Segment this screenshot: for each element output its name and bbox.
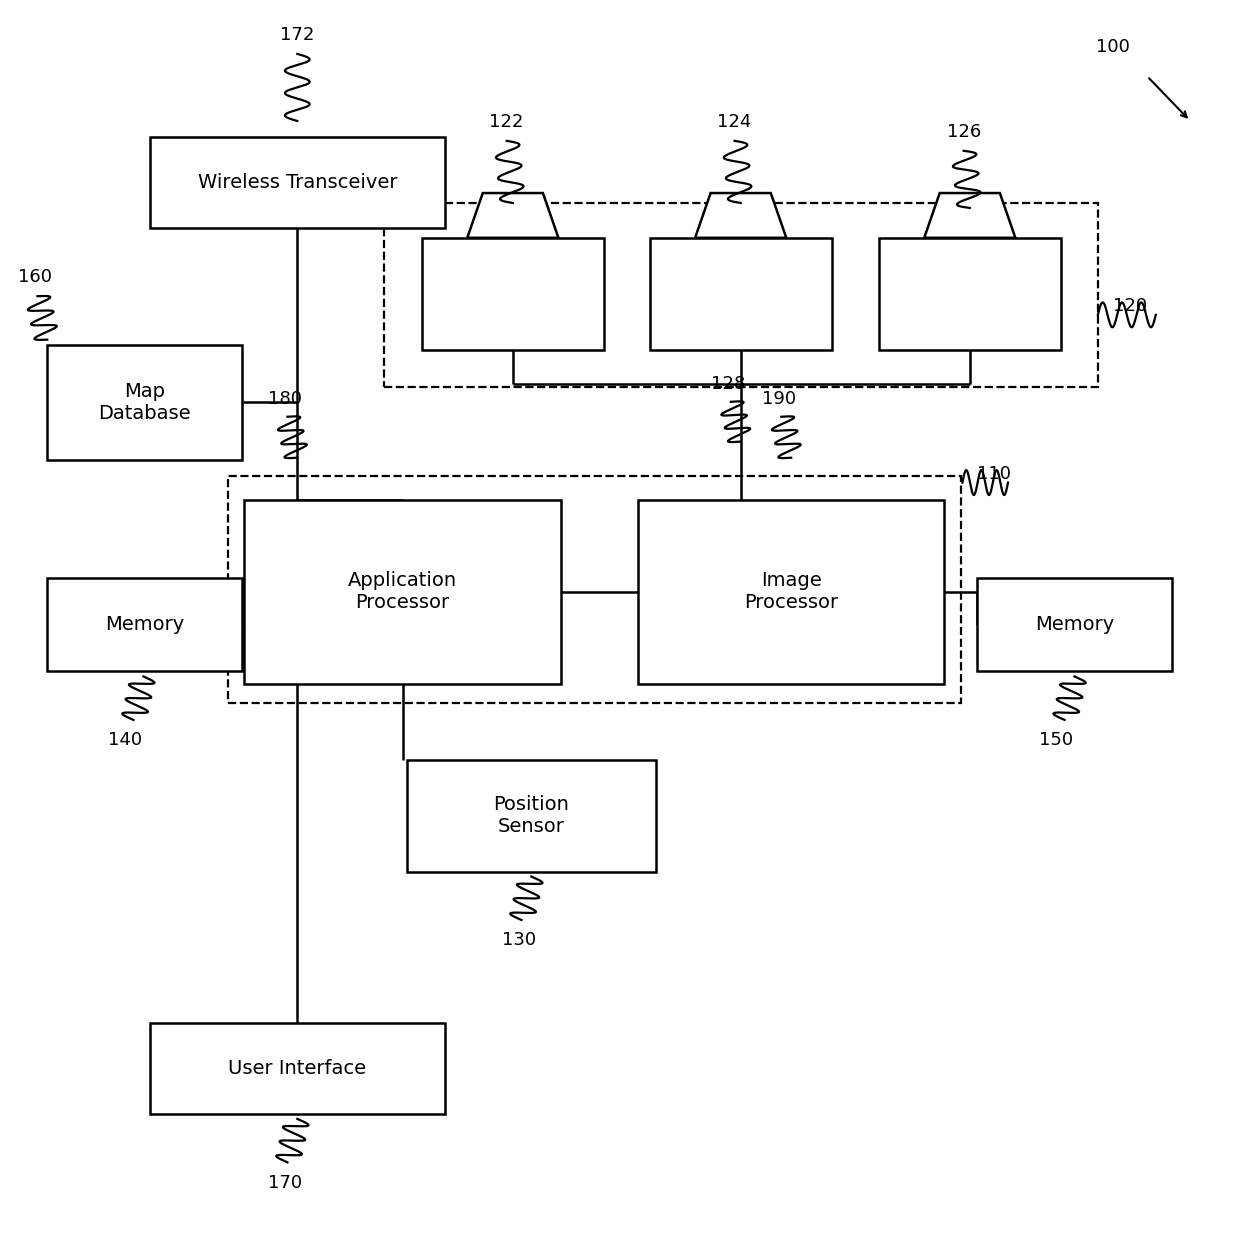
Text: 128: 128 <box>712 375 745 393</box>
Text: Wireless Transceiver: Wireless Transceiver <box>197 173 397 191</box>
Bar <box>228 477 961 703</box>
Text: 140: 140 <box>108 731 141 749</box>
Bar <box>150 1023 445 1113</box>
Text: Memory: Memory <box>105 615 185 634</box>
Text: 126: 126 <box>946 123 981 141</box>
Polygon shape <box>924 193 1016 238</box>
Bar <box>383 203 1097 387</box>
Text: 172: 172 <box>280 26 315 44</box>
Text: User Interface: User Interface <box>228 1060 366 1078</box>
Text: 170: 170 <box>268 1173 303 1191</box>
Text: 110: 110 <box>977 465 1011 483</box>
Text: 150: 150 <box>1039 731 1073 749</box>
Bar <box>879 238 1061 349</box>
Text: 122: 122 <box>490 113 523 131</box>
Bar <box>639 500 944 684</box>
Text: Position
Sensor: Position Sensor <box>494 796 569 836</box>
Polygon shape <box>467 193 558 238</box>
Text: 120: 120 <box>1112 298 1147 315</box>
Text: Image
Processor: Image Processor <box>744 572 838 613</box>
Bar <box>407 759 656 872</box>
Text: 160: 160 <box>17 268 52 286</box>
Text: 130: 130 <box>502 931 536 950</box>
Text: Map
Database: Map Database <box>98 382 191 423</box>
Bar <box>47 578 242 672</box>
Bar <box>47 345 242 460</box>
Text: Memory: Memory <box>1035 615 1114 634</box>
Text: Application
Processor: Application Processor <box>348 572 458 613</box>
Bar <box>150 138 445 228</box>
Text: 124: 124 <box>718 113 751 131</box>
Bar <box>422 238 604 349</box>
Text: 180: 180 <box>268 390 303 408</box>
Text: 100: 100 <box>1096 39 1130 56</box>
Bar <box>650 238 832 349</box>
Bar <box>977 578 1172 672</box>
Polygon shape <box>696 193 786 238</box>
Text: 190: 190 <box>761 390 796 408</box>
Bar <box>244 500 560 684</box>
